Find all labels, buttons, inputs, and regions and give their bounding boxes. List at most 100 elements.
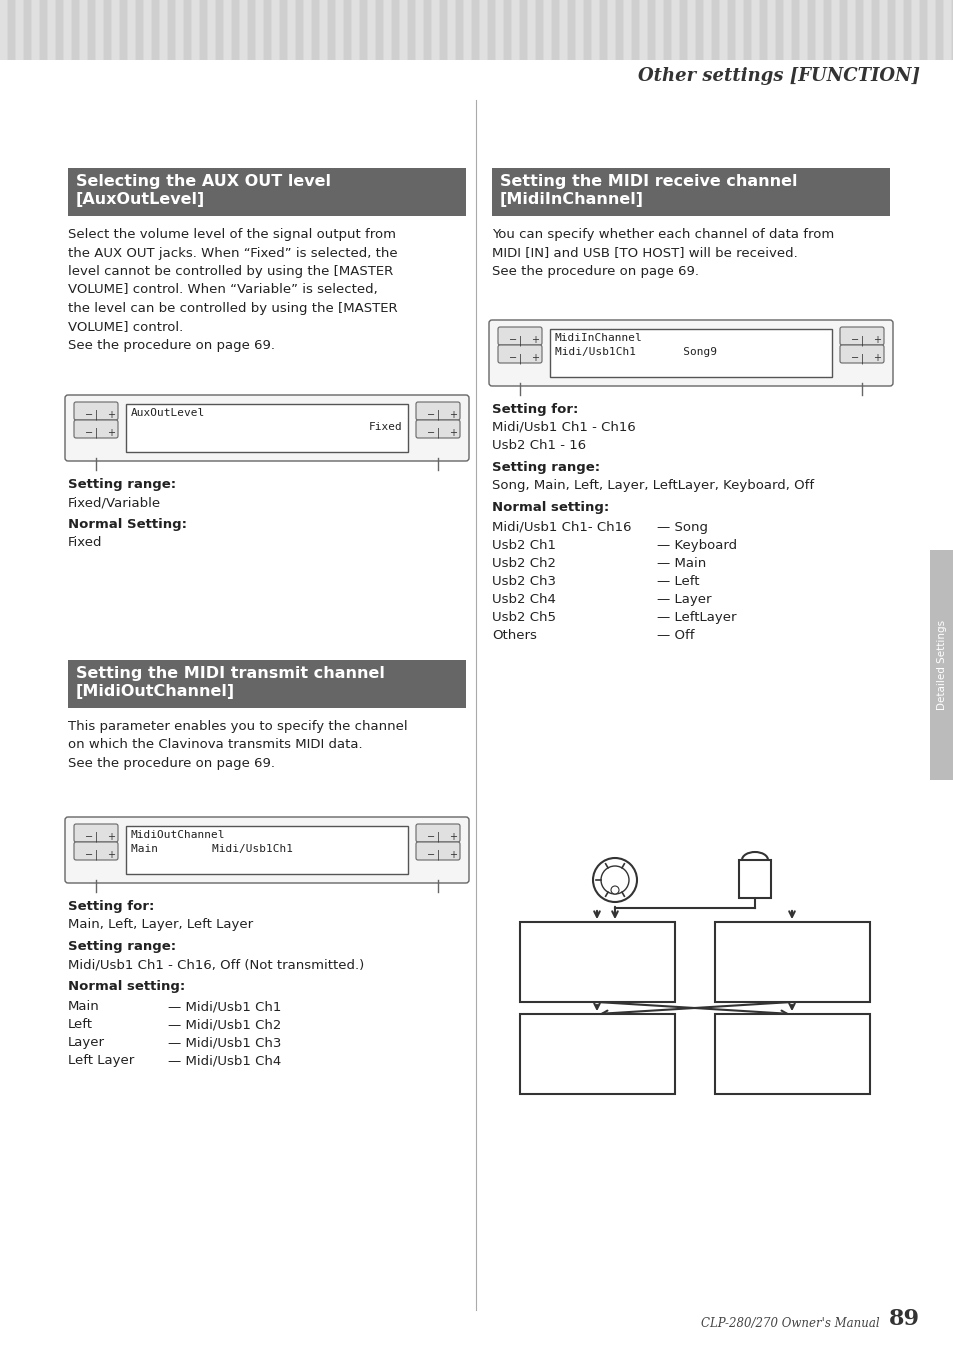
Text: Setting range:: Setting range:	[492, 461, 599, 474]
Bar	[599, 0, 606, 59]
Bar	[80, 0, 87, 59]
Text: Left Layer: Left Layer	[68, 1054, 134, 1067]
Circle shape	[610, 886, 618, 894]
Bar	[416, 0, 422, 59]
Text: +: +	[449, 850, 456, 861]
Text: — Midi/Usb1 Ch3: — Midi/Usb1 Ch3	[168, 1036, 281, 1048]
Bar	[439, 0, 447, 59]
Bar	[288, 0, 294, 59]
Text: −: −	[850, 335, 859, 345]
Bar	[208, 0, 214, 59]
Text: Setting for:: Setting for:	[492, 403, 578, 416]
Bar	[631, 0, 639, 59]
Bar	[112, 0, 119, 59]
Text: −: −	[850, 353, 859, 363]
Bar	[255, 0, 263, 59]
Text: Other settings [FUNCTION]: Other settings [FUNCTION]	[638, 68, 919, 85]
Text: −: −	[427, 832, 435, 842]
Bar	[863, 0, 870, 59]
Bar	[800, 0, 806, 59]
Text: Usb2 Ch1: Usb2 Ch1	[492, 539, 556, 553]
Bar	[68, 168, 465, 216]
Text: |: |	[860, 335, 862, 346]
Text: Midi/Usb1 Ch1- Ch16: Midi/Usb1 Ch1- Ch16	[492, 521, 631, 534]
Text: Fixed: Fixed	[369, 422, 402, 432]
Text: Usb2 Ch3: Usb2 Ch3	[492, 576, 556, 588]
Text: Setting range:: Setting range:	[68, 478, 176, 490]
Bar	[335, 0, 343, 59]
Bar	[775, 0, 782, 59]
Bar	[126, 825, 408, 874]
Text: Normal setting:: Normal setting:	[492, 501, 609, 513]
FancyBboxPatch shape	[65, 817, 469, 884]
Text: −: −	[85, 409, 93, 420]
Bar	[647, 0, 655, 59]
Text: [AuxOutLevel]: [AuxOutLevel]	[76, 192, 205, 207]
Bar	[492, 168, 889, 216]
Text: |: |	[860, 353, 862, 363]
Text: Usb2 Ch2: Usb2 Ch2	[492, 557, 556, 570]
Bar	[823, 0, 830, 59]
Text: This parameter enables you to specify the channel
on which the Clavinova transmi: This parameter enables you to specify th…	[68, 720, 407, 770]
Text: — Midi/Usb1 Ch1: — Midi/Usb1 Ch1	[168, 1000, 281, 1013]
Text: Normal Setting:: Normal Setting:	[68, 517, 187, 531]
Text: −: −	[427, 409, 435, 420]
Bar	[671, 0, 679, 59]
Bar	[519, 0, 526, 59]
Text: |: |	[517, 335, 521, 346]
Text: |: |	[94, 850, 97, 861]
FancyBboxPatch shape	[840, 345, 883, 363]
Bar	[527, 0, 535, 59]
Bar	[623, 0, 630, 59]
Bar	[71, 0, 79, 59]
Bar	[903, 0, 910, 59]
Bar	[264, 0, 271, 59]
FancyBboxPatch shape	[497, 345, 541, 363]
Bar	[240, 0, 247, 59]
Bar	[463, 0, 471, 59]
Text: — Song: — Song	[657, 521, 707, 534]
Bar	[152, 0, 159, 59]
Text: −: −	[427, 850, 435, 861]
Bar	[432, 0, 438, 59]
Bar	[767, 0, 774, 59]
Bar	[536, 0, 542, 59]
Text: |: |	[94, 428, 97, 439]
Bar	[656, 0, 662, 59]
Bar	[895, 0, 902, 59]
Text: −: −	[509, 353, 517, 363]
Bar	[168, 0, 174, 59]
Bar	[488, 0, 495, 59]
Text: −: −	[509, 335, 517, 345]
Text: +: +	[107, 409, 115, 420]
Bar	[384, 0, 391, 59]
FancyBboxPatch shape	[416, 420, 459, 438]
Text: |: |	[436, 832, 439, 843]
Text: Main        Midi/Usb1Ch1: Main Midi/Usb1Ch1	[131, 844, 293, 854]
Bar	[399, 0, 407, 59]
Bar	[64, 0, 71, 59]
Bar	[144, 0, 151, 59]
Bar	[215, 0, 223, 59]
Bar	[328, 0, 335, 59]
Text: −: −	[85, 850, 93, 861]
Bar	[68, 661, 465, 708]
Bar	[840, 0, 846, 59]
Text: — Midi/Usb1 Ch2: — Midi/Usb1 Ch2	[168, 1019, 281, 1031]
Bar	[512, 0, 518, 59]
Text: +: +	[449, 428, 456, 438]
Bar	[503, 0, 511, 59]
Text: Fixed/Variable: Fixed/Variable	[68, 496, 161, 509]
Text: +: +	[449, 409, 456, 420]
Bar	[927, 0, 934, 59]
Bar	[616, 0, 622, 59]
Text: Left: Left	[68, 1019, 92, 1031]
Bar	[714, 1015, 869, 1094]
Bar	[472, 0, 478, 59]
Bar	[831, 0, 838, 59]
Bar	[760, 0, 766, 59]
Text: |: |	[94, 832, 97, 843]
Text: Selecting the AUX OUT level: Selecting the AUX OUT level	[76, 174, 331, 189]
Bar	[16, 0, 23, 59]
FancyBboxPatch shape	[840, 327, 883, 345]
